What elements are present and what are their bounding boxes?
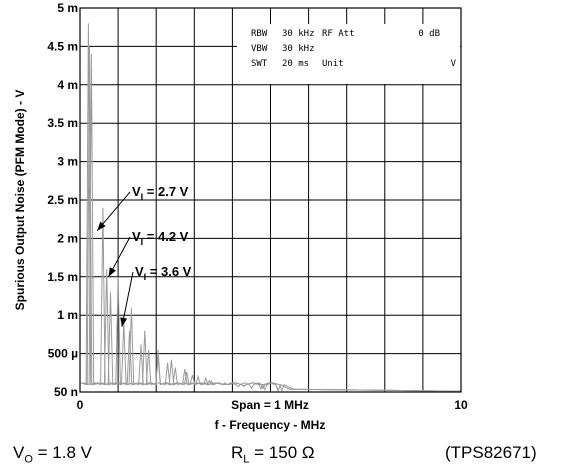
y-axis-label: Spurious Output Noise (PFM Mode) - V: [13, 90, 27, 311]
x-tick-labels: 0 10: [77, 398, 468, 412]
y-tick-labels: 5 m 4.5 m 4 m 3.5 m 3 m 2.5 m 2 m 1.5 m 1 m 500 µ…: [47, 1, 78, 399]
instrument-setting-text: 20 ms: [282, 59, 309, 69]
y-tick-label: 3.5 m: [47, 116, 78, 130]
annotation-arrowhead: [97, 221, 106, 231]
y-tick-label: 4.5 m: [47, 39, 78, 53]
voltage-annotation: VI = 4.2 V: [108, 229, 189, 278]
voltage-annotation: VI = 2.7 V: [96, 184, 189, 232]
instrument-setting-text: 30 kHz: [282, 29, 315, 39]
y-tick-label: 50 n: [54, 385, 78, 399]
instrument-setting-text: 30 kHz: [282, 44, 315, 54]
instrument-setting-text: VBW: [251, 44, 268, 54]
annotation-arrowhead: [108, 267, 116, 277]
voltage-annotation-label: VI = 3.6 V: [135, 264, 192, 282]
voltage-annotation-label: VI = 2.7 V: [132, 184, 189, 202]
instrument-box-bg: [237, 24, 460, 84]
noise-traces: [80, 23, 462, 392]
footer-rl: RL = 150 Ω: [231, 443, 315, 466]
noise-trace-3: [83, 54, 462, 392]
x-tick-label: 0: [77, 398, 84, 412]
instrument-setting-text: V: [451, 59, 457, 69]
y-tick-label: 1 m: [57, 308, 78, 322]
annotation-pointer-line: [121, 271, 134, 327]
noise-spectrum-chart: 5 m 4.5 m 4 m 3.5 m 3 m 2.5 m 2 m 1.5 m 1 m 500 µ…: [13, 1, 468, 432]
footer-vo: VO = 1.8 V: [13, 443, 92, 466]
annotation-arrowhead: [120, 317, 128, 327]
y-tick-label: 2.5 m: [47, 193, 78, 207]
y-tick-label: 500 µ: [48, 347, 78, 361]
instrument-settings-box: RBW 30 kHz RF Att 0 dB VBW 30 kHz SWT 20 ms Unit…: [237, 24, 460, 84]
y-tick-label: 2 m: [57, 231, 78, 245]
instrument-setting-text: RF Att: [322, 29, 355, 39]
x-center-label: Span = 1 MHz: [231, 398, 309, 412]
y-tick-label: 3 m: [57, 155, 78, 169]
y-tick-label: 5 m: [57, 1, 78, 15]
instrument-setting-text: 0 dB: [418, 29, 440, 39]
instrument-setting-text: SWT: [251, 59, 268, 69]
y-tick-label: 1.5 m: [47, 270, 78, 284]
voltage-annotation-label: VI = 4.2 V: [132, 229, 189, 247]
y-tick-label: 4 m: [57, 78, 78, 92]
x-tick-label: 10: [454, 398, 468, 412]
voltage-annotations: VI = 2.7 V VI = 4.2 V VI = 3.6 V: [96, 184, 192, 327]
footer-part: (TPS82671): [445, 443, 537, 462]
plot-frame: [79, 7, 462, 393]
instrument-setting-text: Unit: [322, 59, 344, 69]
x-axis-label: f - Frequency - MHz: [215, 418, 326, 432]
voltage-annotation: VI = 3.6 V: [120, 264, 192, 327]
instrument-setting-text: RBW: [251, 29, 268, 39]
